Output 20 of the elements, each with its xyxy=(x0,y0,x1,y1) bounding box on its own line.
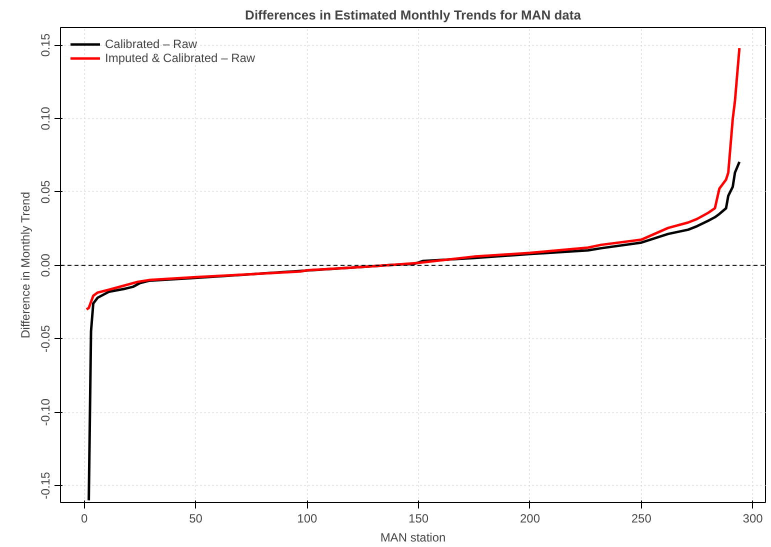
x-tick-label: 300 xyxy=(742,512,764,526)
x-tick-label: 150 xyxy=(408,512,429,526)
legend-label: Calibrated – Raw xyxy=(105,37,198,51)
line-series xyxy=(85,46,741,311)
y-tick-label: 0.10 xyxy=(38,106,52,130)
y-tick-label: 0.15 xyxy=(38,33,52,57)
x-axis-title: MAN station xyxy=(380,530,446,544)
y-tick-label: -0.05 xyxy=(38,324,52,352)
x-tick-label: 200 xyxy=(520,512,540,526)
legend-label: Imputed & Calibrated – Raw xyxy=(105,51,256,65)
x-tick-label: 0 xyxy=(81,512,88,526)
y-tick-label: -0.15 xyxy=(38,472,52,500)
x-tick-label: 250 xyxy=(631,512,652,526)
y-axis-title: Difference in Monthly Trend xyxy=(18,192,32,338)
chart-title: Differences in Estimated Monthly Trends for MAN data xyxy=(245,8,582,22)
y-tick-label: 0.05 xyxy=(38,180,52,204)
y-tick-label: 0.00 xyxy=(38,253,52,278)
y-tick-label: -0.10 xyxy=(38,398,52,426)
x-tick-label: 100 xyxy=(297,512,318,526)
x-tick-label: 50 xyxy=(189,512,203,526)
